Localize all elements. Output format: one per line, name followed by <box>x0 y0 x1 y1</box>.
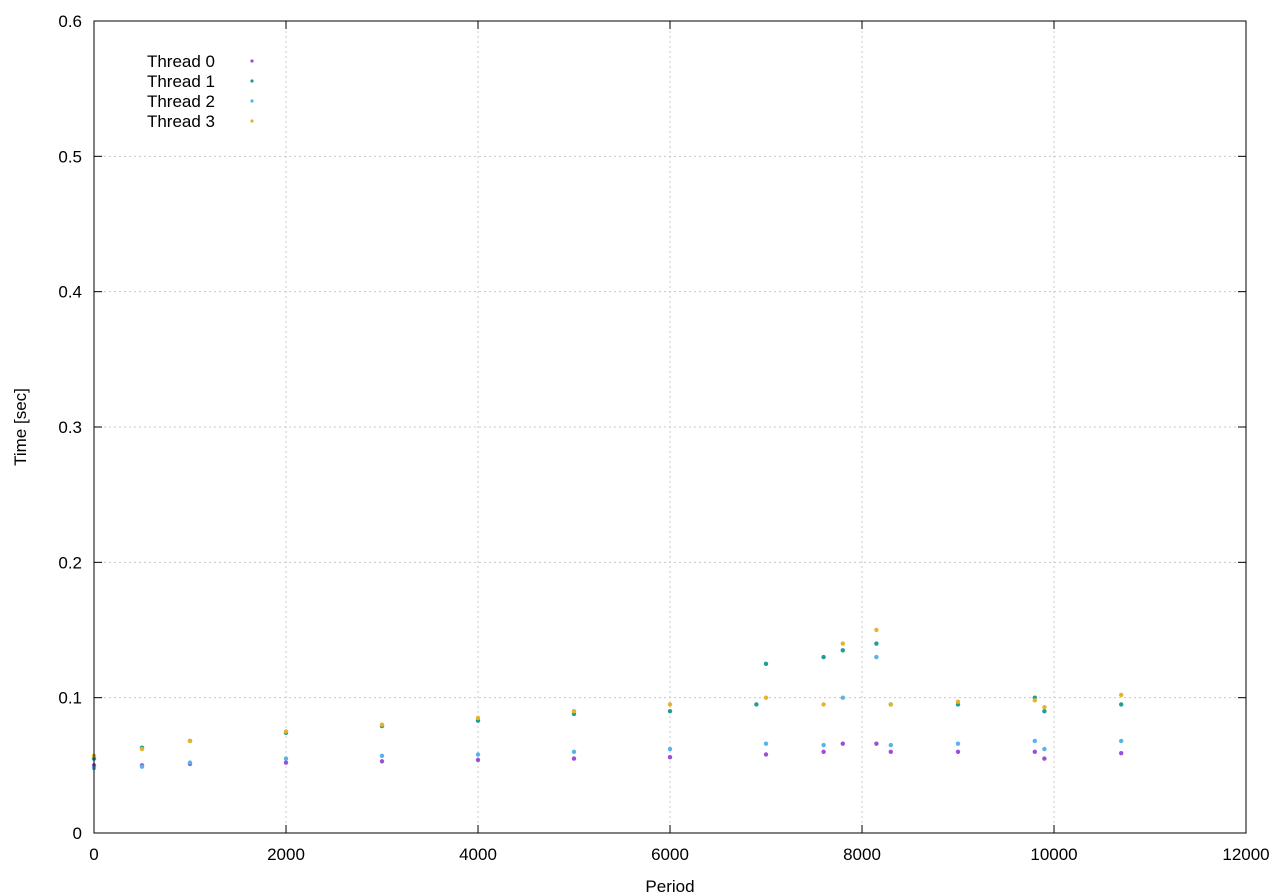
legend-marker <box>250 99 254 103</box>
legend-marker <box>250 59 254 63</box>
data-point <box>283 729 289 734</box>
data-point <box>667 702 673 707</box>
legend-label: Thread 3 <box>147 112 215 131</box>
data-point <box>888 749 893 754</box>
data-point <box>840 641 845 646</box>
data-point <box>840 741 845 746</box>
data-point <box>840 695 845 700</box>
data-point <box>840 648 845 653</box>
data-point <box>475 715 481 721</box>
data-point <box>1032 738 1038 744</box>
data-points <box>91 627 1124 771</box>
data-point <box>1119 750 1124 756</box>
data-point <box>667 755 673 760</box>
y-tick-label: 0.1 <box>58 689 82 708</box>
data-point <box>1032 698 1038 703</box>
data-point <box>888 702 893 707</box>
axis-ticks: 0 2000 4000 6000 8000 10000 12000 0 0.1 0.2 0.3 0.4… <box>58 12 1269 864</box>
y-tick-label: 0 <box>73 824 82 843</box>
series-0 <box>91 741 1124 768</box>
data-point <box>763 695 769 700</box>
data-point <box>1042 709 1047 714</box>
data-point <box>139 764 145 769</box>
data-point <box>379 759 385 764</box>
data-point <box>955 749 961 754</box>
data-point <box>1042 746 1047 752</box>
y-tick-label: 0.2 <box>58 553 82 572</box>
x-axis-title: Period <box>645 877 694 896</box>
data-point <box>475 752 481 757</box>
data-point <box>821 702 826 707</box>
data-point <box>1042 756 1047 761</box>
data-point <box>888 742 893 748</box>
x-tick-label: 0 <box>89 845 98 864</box>
data-point <box>821 749 826 754</box>
legend-label: Thread 2 <box>147 92 215 111</box>
data-point <box>1119 702 1124 707</box>
data-point <box>379 722 385 727</box>
data-point <box>1119 692 1124 698</box>
y-tick-label: 0.6 <box>58 12 82 31</box>
data-point <box>763 741 769 746</box>
data-point <box>874 654 879 660</box>
data-point <box>763 752 769 757</box>
data-point <box>571 709 577 714</box>
data-point <box>874 627 879 633</box>
series-1 <box>91 641 1124 761</box>
data-point <box>821 742 826 748</box>
data-point <box>571 756 577 761</box>
grid-lines <box>94 21 1246 833</box>
y-tick-label: 0.3 <box>58 418 82 437</box>
legend-marker <box>250 79 254 83</box>
x-tick-label: 10000 <box>1030 845 1077 864</box>
data-point <box>1119 738 1124 744</box>
data-point <box>667 709 673 714</box>
data-point <box>187 760 193 765</box>
legend-marker <box>250 119 254 123</box>
data-point <box>1032 749 1038 754</box>
data-point <box>874 741 879 746</box>
data-point <box>379 753 385 759</box>
data-point <box>571 749 577 754</box>
data-point <box>283 760 289 765</box>
data-point <box>187 738 193 744</box>
series-2 <box>91 654 1124 771</box>
x-tick-label: 8000 <box>843 845 881 864</box>
data-point <box>667 746 673 752</box>
legend-label: Thread 1 <box>147 72 215 91</box>
x-tick-label: 2000 <box>267 845 305 864</box>
data-point <box>1042 704 1047 710</box>
data-point <box>283 756 289 761</box>
data-point <box>475 757 481 763</box>
x-tick-label: 12000 <box>1222 845 1269 864</box>
x-tick-label: 6000 <box>651 845 689 864</box>
x-tick-label: 4000 <box>459 845 497 864</box>
y-tick-label: 0.4 <box>58 283 82 302</box>
data-point <box>821 654 826 660</box>
data-point <box>763 661 769 667</box>
y-axis-title: Time [sec] <box>11 388 30 466</box>
data-point <box>139 746 145 752</box>
y-tick-label: 0.5 <box>58 147 82 166</box>
series-3 <box>91 627 1124 759</box>
data-point <box>874 641 879 646</box>
data-point <box>955 741 961 746</box>
data-point <box>955 699 961 704</box>
data-point <box>754 702 759 707</box>
legend-label: Thread 0 <box>147 52 215 71</box>
